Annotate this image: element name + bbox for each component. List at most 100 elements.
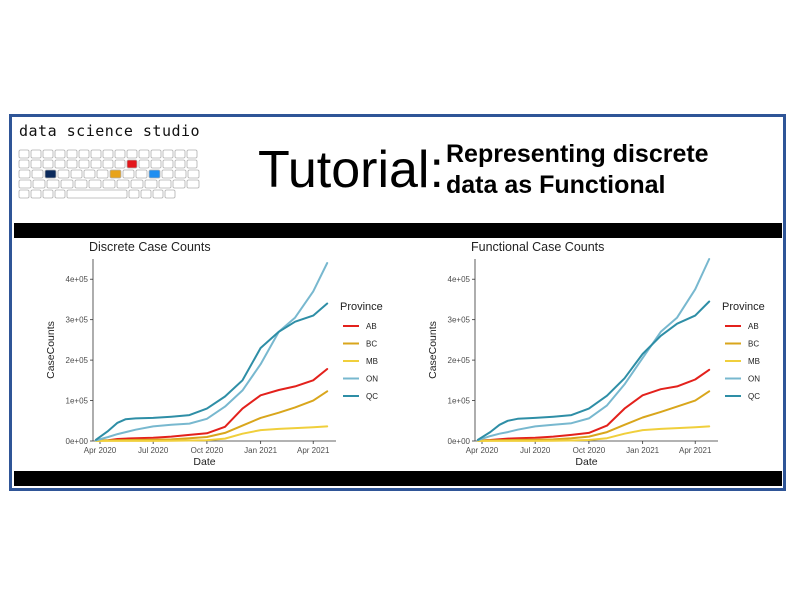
legend-title: Province bbox=[340, 301, 383, 313]
keyboard-key bbox=[96, 169, 109, 179]
keyboard-logo-icon bbox=[18, 149, 200, 199]
keyboard-key bbox=[102, 159, 114, 169]
keyboard-key bbox=[66, 149, 78, 159]
keyboard-key bbox=[88, 179, 102, 189]
series-line-qc bbox=[94, 302, 329, 441]
keyboard-key bbox=[102, 179, 116, 189]
keyboard-key bbox=[57, 169, 70, 179]
x-axis-label: Date bbox=[575, 456, 597, 468]
series-line-on bbox=[476, 258, 711, 442]
discrete-case-counts-chart: Discrete Case Counts Apr 2020 Jul 2020 Oct … bbox=[45, 240, 383, 468]
x-tick-label: Apr 2020 bbox=[84, 446, 117, 455]
y-axis-label: CaseCounts bbox=[45, 321, 57, 379]
keyboard-key bbox=[44, 169, 57, 179]
keyboard-key bbox=[90, 159, 102, 169]
x-tick-label: Jan 2021 bbox=[244, 446, 277, 455]
x-tick-label: Oct 2020 bbox=[573, 446, 606, 455]
legend-label-ab: AB bbox=[748, 322, 759, 331]
keyboard-key bbox=[126, 149, 138, 159]
y-tick-label: 4e+05 bbox=[66, 275, 89, 284]
keyboard-key bbox=[135, 169, 148, 179]
y-tick-label: 1e+05 bbox=[448, 397, 471, 406]
y-tick-label: 3e+05 bbox=[448, 316, 471, 325]
keyboard-key bbox=[186, 159, 198, 169]
keyboard-key bbox=[122, 169, 135, 179]
keyboard-key bbox=[18, 159, 30, 169]
keyboard-key bbox=[18, 149, 30, 159]
keyboard-key bbox=[54, 149, 66, 159]
x-tick-label: Jul 2020 bbox=[520, 446, 551, 455]
keyboard-key bbox=[70, 169, 83, 179]
tutorial-subtitle: Representing discrete data as Functional bbox=[446, 139, 709, 201]
brand-name: data science studio bbox=[19, 122, 201, 140]
keyboard-key bbox=[138, 149, 150, 159]
x-tick-label: Apr 2020 bbox=[466, 446, 499, 455]
keyboard-key bbox=[174, 149, 186, 159]
keyboard-key bbox=[152, 189, 164, 199]
legend-label-on: ON bbox=[748, 375, 760, 384]
keyboard-key bbox=[144, 179, 158, 189]
keyboard-key bbox=[164, 189, 176, 199]
keyboard-key bbox=[126, 159, 138, 169]
keyboard-key bbox=[90, 149, 102, 159]
keyboard-key bbox=[66, 189, 128, 199]
legend-label-bc: BC bbox=[748, 340, 759, 349]
legend-label-qc: QC bbox=[748, 392, 760, 401]
keyboard-key bbox=[83, 169, 96, 179]
keyboard-key bbox=[150, 159, 162, 169]
functional-case-counts-chart: Functional Case Counts Apr 2020 Jul 2020 Oc… bbox=[427, 240, 765, 468]
series-line-qc bbox=[476, 300, 711, 441]
chart-title: Discrete Case Counts bbox=[89, 240, 211, 254]
keyboard-key bbox=[18, 179, 32, 189]
x-axis-label: Date bbox=[193, 456, 215, 468]
x-tick-label: Jan 2021 bbox=[626, 446, 659, 455]
keyboard-key bbox=[138, 159, 150, 169]
subtitle-line-2: data as Functional bbox=[446, 171, 666, 199]
y-tick-label: 2e+05 bbox=[66, 356, 89, 365]
x-tick-label: Jul 2020 bbox=[138, 446, 169, 455]
keyboard-key bbox=[46, 179, 60, 189]
x-tick-label: Oct 2020 bbox=[191, 446, 224, 455]
keyboard-key bbox=[30, 189, 42, 199]
legend-label-mb: MB bbox=[748, 357, 760, 366]
bottom-black-bar bbox=[14, 471, 782, 486]
y-tick-label: 2e+05 bbox=[448, 356, 471, 365]
keyboard-key bbox=[162, 149, 174, 159]
keyboard-key bbox=[174, 169, 187, 179]
legend-label-on: ON bbox=[366, 375, 378, 384]
keyboard-key bbox=[74, 179, 88, 189]
series-line-ab bbox=[94, 368, 329, 442]
keyboard-key bbox=[32, 179, 46, 189]
keyboard-key bbox=[42, 159, 54, 169]
x-tick-label: Apr 2021 bbox=[679, 446, 712, 455]
keyboard-key bbox=[114, 159, 126, 169]
keyboard-key bbox=[130, 179, 144, 189]
keyboard-key bbox=[140, 189, 152, 199]
keyboard-key bbox=[66, 159, 78, 169]
keyboard-key bbox=[161, 169, 174, 179]
keyboard-key bbox=[42, 189, 54, 199]
keyboard-key bbox=[31, 169, 44, 179]
keyboard-key bbox=[109, 169, 122, 179]
keyboard-key bbox=[116, 179, 130, 189]
keyboard-key bbox=[42, 149, 54, 159]
legend-title: Province bbox=[722, 301, 765, 313]
subtitle-line-1: Representing discrete bbox=[446, 140, 709, 168]
legend-label-qc: QC bbox=[366, 392, 378, 401]
top-black-bar bbox=[14, 223, 782, 238]
chart-title: Functional Case Counts bbox=[471, 240, 604, 254]
keyboard-key bbox=[30, 159, 42, 169]
y-tick-label: 1e+05 bbox=[66, 397, 89, 406]
keyboard-key bbox=[172, 179, 186, 189]
keyboard-key bbox=[186, 179, 200, 189]
y-tick-label: 0e+00 bbox=[448, 437, 471, 446]
x-tick-label: Apr 2021 bbox=[297, 446, 330, 455]
keyboard-key bbox=[186, 149, 198, 159]
y-tick-label: 4e+05 bbox=[448, 275, 471, 284]
keyboard-key bbox=[128, 189, 140, 199]
legend-label-bc: BC bbox=[366, 340, 377, 349]
series-line-mb bbox=[476, 425, 711, 442]
legend-label-mb: MB bbox=[366, 357, 378, 366]
keyboard-key bbox=[30, 149, 42, 159]
keyboard-key bbox=[54, 159, 66, 169]
